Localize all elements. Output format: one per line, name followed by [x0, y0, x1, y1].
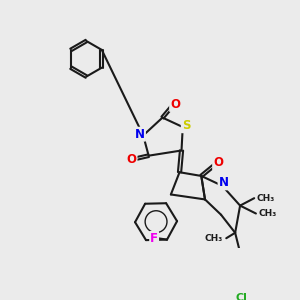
Text: N: N [135, 128, 145, 141]
Text: O: O [170, 98, 180, 111]
Text: O: O [127, 153, 136, 167]
Text: S: S [182, 119, 190, 132]
Text: N: N [218, 176, 229, 189]
Text: CH₃: CH₃ [257, 194, 275, 203]
Text: CH₃: CH₃ [205, 234, 223, 243]
Text: Cl: Cl [236, 292, 247, 300]
Text: F: F [150, 232, 158, 245]
Text: O: O [213, 156, 223, 169]
Text: CH₃: CH₃ [258, 209, 277, 218]
